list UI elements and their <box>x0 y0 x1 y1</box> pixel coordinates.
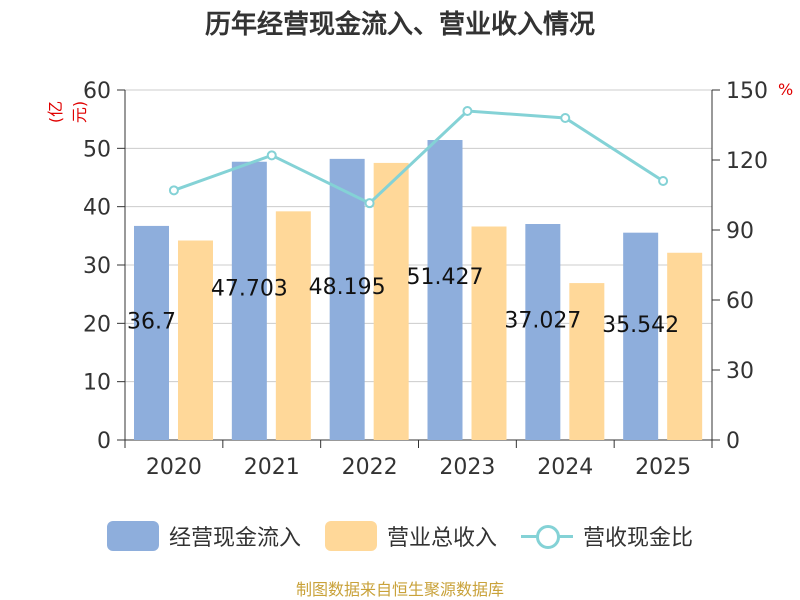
legend-label-cash-ratio: 营收现金比 <box>583 526 694 551</box>
data-label-cash-inflow: 48.195 <box>309 275 386 300</box>
right-axis-tick-label: 60 <box>726 289 754 314</box>
x-axis-tick-label: 2020 <box>146 455 202 480</box>
x-axis-tick-label: 2021 <box>244 455 300 480</box>
right-axis-tick-label: 0 <box>726 429 740 454</box>
legend-swatch-cash-inflow <box>106 521 159 551</box>
bar-cash-inflow <box>329 158 365 441</box>
point-cash-ratio <box>364 198 375 209</box>
x-axis-tick-label: 2025 <box>635 455 691 480</box>
left-axis-tick-label: 0 <box>97 429 111 454</box>
data-label-cash-inflow: 35.542 <box>602 313 679 338</box>
legend-swatch-cash-ratio <box>521 521 573 551</box>
point-cash-ratio <box>462 106 473 116</box>
bar-revenue <box>178 240 213 440</box>
bar-cash-inflow <box>231 161 267 441</box>
data-label-cash-inflow: 37.027 <box>504 309 581 334</box>
data-label-cash-inflow: 51.427 <box>407 265 484 290</box>
bar-cash-inflow <box>134 225 169 440</box>
x-axis-tick-label: 2024 <box>537 455 593 480</box>
legend-label-revenue: 营业总收入 <box>386 526 497 551</box>
left-axis-tick-label: 10 <box>83 371 111 396</box>
right-axis-tick-label: 90 <box>726 219 754 244</box>
left-axis-tick-label: 40 <box>83 196 111 221</box>
x-axis-tick-label: 2023 <box>439 455 495 480</box>
legend-item-cash-ratio[interactable]: 营收现金比 <box>521 520 693 552</box>
data-label-cash-inflow: 36.7 <box>127 310 176 335</box>
bar-revenue <box>471 226 507 440</box>
point-cash-ratio <box>658 176 669 186</box>
chart-legend: 经营现金流入 营业总收入 营收现金比 <box>0 516 800 556</box>
line-cash-ratio <box>173 109 664 205</box>
right-axis-unit-label: % <box>778 80 794 99</box>
right-axis-tick-label: 120 <box>726 149 768 174</box>
bar-revenue <box>569 283 605 440</box>
left-axis-tick-label: 20 <box>83 312 111 337</box>
data-label-group: 37.027 <box>504 309 581 334</box>
left-axis-tick-label: 30 <box>83 254 111 279</box>
bar-revenue <box>667 252 703 440</box>
legend-item-revenue[interactable]: 营业总收入 <box>324 520 497 552</box>
point-cash-ratio <box>560 113 571 123</box>
data-label-cash-inflow: 47.703 <box>211 276 288 301</box>
bar-cash-inflow <box>623 232 659 440</box>
point-cash-ratio <box>266 150 277 161</box>
data-label-group: 36.7 <box>127 310 176 335</box>
bar-cash-inflow <box>525 224 561 440</box>
bar-revenue <box>373 162 409 440</box>
legend-swatch-revenue <box>324 521 377 551</box>
data-label-group: 51.427 <box>407 265 484 290</box>
data-label-group: 47.703 <box>211 276 288 301</box>
legend-item-cash-inflow[interactable]: 经营现金流入 <box>106 520 301 552</box>
point-cash-ratio <box>168 185 179 196</box>
right-axis-tick-label: 150 <box>726 79 768 104</box>
data-source-note: 制图数据来自恒生聚源数据库 <box>295 580 504 599</box>
left-axis-tick-label: 60 <box>83 79 111 104</box>
left-axis-tick-label: 50 <box>83 137 111 162</box>
bar-cash-inflow <box>427 140 463 441</box>
chart-title: 历年经营现金流入、营业收入情况 <box>204 10 595 40</box>
right-axis-tick-label: 30 <box>726 359 754 384</box>
legend-label-cash-inflow: 经营现金流入 <box>168 526 301 551</box>
bar-revenue <box>275 211 311 440</box>
data-label-group: 48.195 <box>309 275 386 300</box>
x-axis-tick-label: 2022 <box>342 455 398 480</box>
data-label-group: 35.542 <box>602 313 679 338</box>
